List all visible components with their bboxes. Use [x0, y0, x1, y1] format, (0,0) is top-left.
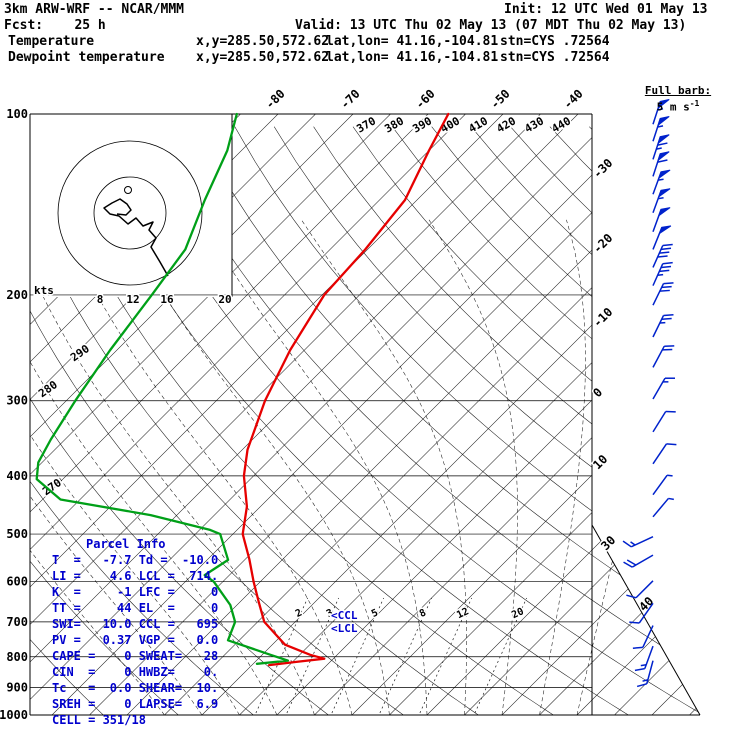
svg-text:380: 380 [382, 114, 406, 135]
hodograph-trace [103, 198, 169, 277]
temperature-latlon: lat,lon= 41.16,-104.81 [326, 34, 499, 49]
svg-text:290: 290 [68, 342, 92, 364]
parcel-line: PV = 0.37 VGP = 0.0 [52, 633, 219, 647]
svg-text:100: 100 [6, 107, 28, 121]
svg-text:8: 8 [418, 607, 428, 620]
svg-text:2: 2 [294, 607, 304, 620]
svg-text:-20: -20 [590, 231, 615, 256]
init-time: Init: 12 UTC Wed 01 May 13 [504, 2, 708, 17]
parcel-line: K = -1 LFC = 0 [52, 585, 219, 599]
parcel-line: SWI= 10.0 CCL = 695 [52, 617, 219, 631]
svg-text:<CCL: <CCL [331, 609, 358, 622]
svg-text:-80: -80 [263, 87, 288, 112]
svg-text:12: 12 [126, 293, 139, 306]
svg-text:800: 800 [6, 650, 28, 664]
parcel-line: Tc = 0.0 SHEAR= 10. [52, 681, 219, 695]
parcel-line: T = -7.7 Td = -10.0 [52, 553, 219, 567]
parcel-line: TT = 44 EL = 0 [52, 601, 219, 615]
barb-legend-title: Full barb: [644, 84, 712, 97]
svg-text:600: 600 [6, 575, 28, 589]
temperature-label: Temperature [8, 34, 95, 49]
svg-text:700: 700 [6, 615, 28, 629]
svg-text:-30: -30 [590, 156, 615, 181]
temperature-station: stn=CYS .72564 [500, 34, 610, 49]
forecast-hour: Fcst: 25 h [4, 18, 106, 33]
svg-text:400: 400 [6, 469, 28, 483]
svg-text:430: 430 [522, 114, 546, 135]
svg-text:-40: -40 [561, 87, 586, 112]
parcel-line: LI = 4.6 LCL = 714. [52, 569, 219, 583]
dewpoint-latlon: lat,lon= 41.16,-104.81 [326, 50, 499, 65]
svg-text:440: 440 [549, 114, 573, 135]
barb-legend: Full barb: 5 m s-1 [620, 84, 736, 114]
svg-text:20: 20 [218, 293, 231, 306]
svg-text:kts: kts [34, 284, 54, 297]
temperature-trace [241, 112, 450, 667]
plot-frame [29, 113, 701, 716]
svg-text:200: 200 [6, 288, 28, 302]
svg-text:900: 900 [6, 680, 28, 694]
svg-text:500: 500 [6, 527, 28, 541]
parcel-line: SREH = 0 LAPSE= 6.9 [52, 697, 219, 711]
svg-text:20: 20 [510, 606, 526, 621]
svg-text:280: 280 [36, 378, 60, 400]
dewpoint-xy: x,y=285.50,572.62 [196, 50, 330, 65]
svg-text:370: 370 [354, 114, 378, 135]
parcel-info-title: Parcel Info [86, 537, 166, 551]
svg-text:300: 300 [6, 394, 28, 408]
svg-text:8: 8 [97, 293, 104, 306]
model-title: 3km ARW-WRF -- NCAR/MMM [4, 2, 185, 17]
dewpoint-label: Dewpoint temperature [8, 50, 165, 65]
parcel-line: CELL = 351/18 [52, 713, 146, 727]
wind-barbs [622, 99, 677, 688]
svg-text:420: 420 [494, 114, 518, 135]
svg-text:-60: -60 [413, 87, 438, 112]
dewpoint-station: stn=CYS .72564 [500, 50, 610, 65]
temperature-xy: x,y=285.50,572.62 [196, 34, 330, 49]
valid-time: Valid: 13 UTC Thu 02 May 13 (07 MDT Thu … [295, 18, 687, 33]
parcel-info: Parcel Info T = -7.7 Td = -10.0 LI = 4.6 … [52, 536, 218, 728]
parcel-line: CAPE = 0 SWEAT= 28 [52, 649, 219, 663]
hodograph-marker [124, 186, 132, 194]
svg-text:410: 410 [466, 114, 490, 135]
svg-text:1000: 1000 [0, 708, 28, 722]
parcel-info-lines: T = -7.7 Td = -10.0 LI = 4.6 LCL = 714. K … [52, 552, 218, 728]
dewpoint-trace [35, 112, 290, 665]
barb-legend-value: 5 m s-1 [656, 99, 700, 114]
svg-text:<LCL: <LCL [331, 622, 358, 635]
svg-text:12: 12 [455, 606, 471, 621]
svg-text:390: 390 [410, 114, 434, 135]
svg-text:30: 30 [598, 533, 618, 553]
svg-text:10: 10 [590, 452, 610, 472]
hodograph [57, 140, 203, 286]
svg-text:-50: -50 [488, 87, 513, 112]
parcel-line: CIN = 0 HWBZ= 0. [52, 665, 219, 679]
svg-text:-10: -10 [590, 305, 615, 330]
svg-text:-70: -70 [338, 87, 363, 112]
svg-text:16: 16 [160, 293, 174, 306]
